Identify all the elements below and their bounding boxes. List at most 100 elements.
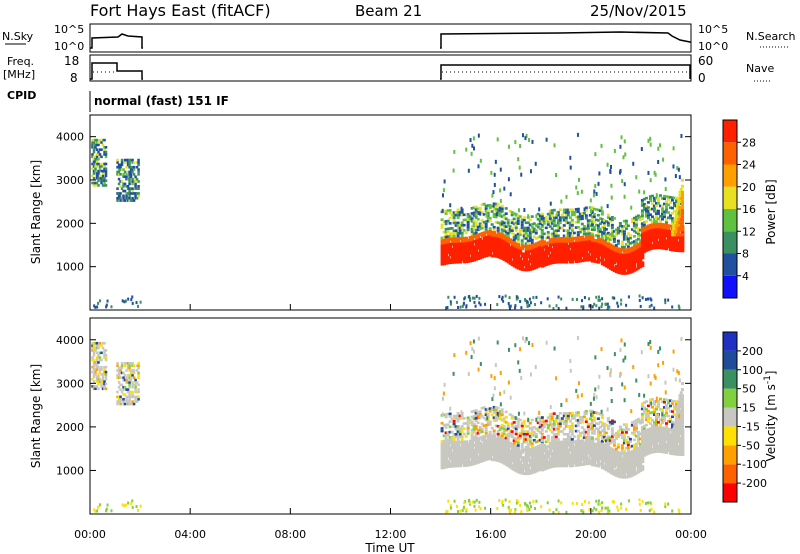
power-pixel: [496, 229, 500, 232]
power-pixel: [675, 224, 679, 228]
velocity-pixel: [658, 444, 663, 448]
power-pixel: [488, 253, 493, 257]
power-pixel: [660, 243, 665, 247]
power-pixel: [680, 190, 684, 194]
power-pixel: [134, 187, 137, 190]
power-pixel: [444, 235, 448, 239]
power-pixel: [131, 187, 134, 190]
power-pixel: [128, 161, 131, 164]
velocity-pixel: [550, 462, 555, 466]
velocity-pixel: [628, 437, 632, 441]
nsky-label: N.Sky: [2, 30, 34, 43]
power-pixel: [622, 235, 626, 239]
power-pixel: [484, 230, 489, 234]
power-pixel: [516, 253, 521, 257]
power-pixel: [536, 259, 541, 263]
power-pixel: [476, 256, 481, 260]
power-pixel: [658, 246, 663, 250]
velocity-pixel: [644, 428, 649, 432]
power-pixel: [672, 204, 676, 208]
velocity-pixel: [662, 432, 667, 436]
velocity-pixel: [606, 366, 609, 371]
velocity-pixel: [620, 472, 625, 476]
power-pixel: [500, 238, 505, 242]
velocity-pixel: [132, 402, 136, 406]
power-pixel: [476, 238, 481, 242]
velocity-pixel: [634, 471, 639, 475]
velocity-pixel: [474, 445, 479, 449]
power-pixel: [552, 216, 556, 220]
velocity-pixel: [134, 385, 137, 389]
velocity-pixel: [103, 385, 106, 388]
velocity-pixel: [119, 371, 122, 375]
velocity-pixel: [502, 443, 507, 447]
power-pixel: [97, 174, 100, 178]
velocity-pixel: [131, 390, 134, 394]
velocity-pixel: [578, 460, 583, 464]
power-pixel: [646, 227, 651, 231]
power-pixel: [668, 235, 673, 239]
power-pixel: [516, 296, 519, 300]
velocity-pixel: [530, 450, 535, 454]
velocity-pixel: [622, 462, 627, 466]
velocity-pixel: [640, 420, 644, 424]
velocity-pixel: [562, 438, 566, 441]
power-pixel: [91, 162, 94, 166]
power-pixel: [660, 241, 665, 245]
power-pixel: [103, 148, 106, 151]
power-pixel: [444, 248, 448, 252]
velocity-pixel: [120, 383, 124, 387]
velocity-pixel: [562, 461, 567, 465]
velocity-pixel: [514, 416, 517, 421]
power-pixel: [470, 227, 474, 231]
power-pixel: [530, 228, 534, 231]
power-pixel: [454, 255, 459, 259]
velocity-pixel: [546, 439, 550, 443]
power-pixel: [125, 194, 128, 198]
power-pixel: [460, 234, 464, 238]
power-pixel: [568, 216, 572, 219]
power-pixel: [576, 254, 581, 258]
velocity-pixel: [446, 449, 450, 453]
velocity-pixel: [520, 429, 524, 433]
power-pixel: [664, 298, 667, 302]
power-pixel: [636, 232, 640, 236]
power-pixel: [488, 248, 493, 252]
velocity-pixel: [524, 451, 529, 455]
velocity-pixel: [466, 421, 470, 425]
power-pixel: [504, 212, 508, 215]
velocity-pixel: [650, 432, 655, 436]
power-pixel: [510, 213, 514, 217]
colorbar-segment: [723, 142, 737, 165]
power-pixel: [641, 296, 644, 300]
velocity-pixel: [131, 383, 134, 387]
velocity-pixel: [545, 340, 548, 345]
power-pixel: [566, 252, 571, 256]
power-pixel: [496, 234, 501, 238]
power-pixel: [496, 231, 501, 235]
power-pixel: [516, 261, 521, 265]
velocity-pixel: [580, 447, 585, 451]
power-pixel: [504, 238, 509, 242]
power-pixel: [542, 219, 546, 223]
power-pixel: [132, 180, 136, 183]
velocity-pixel: [510, 448, 515, 452]
velocity-pixel: [636, 467, 641, 471]
velocity-pixel: [566, 425, 570, 428]
velocity-pixel: [606, 458, 611, 462]
velocity-pixel: [570, 445, 575, 449]
velocity-pixel: [91, 377, 94, 381]
power-pixel: [132, 199, 136, 202]
velocity-pixel: [550, 464, 555, 468]
velocity-pixel: [476, 458, 481, 462]
power-pixel: [636, 263, 641, 267]
velocity-pixel: [664, 445, 669, 449]
power-pixel: [122, 184, 125, 188]
velocity-pixel: [628, 464, 633, 468]
velocity-pixel: [560, 451, 565, 455]
velocity-pixel: [484, 431, 488, 435]
power-pixel: [574, 215, 578, 219]
power-pixel: [586, 247, 591, 251]
velocity-pixel: [514, 440, 518, 444]
power-pixel: [644, 215, 648, 218]
